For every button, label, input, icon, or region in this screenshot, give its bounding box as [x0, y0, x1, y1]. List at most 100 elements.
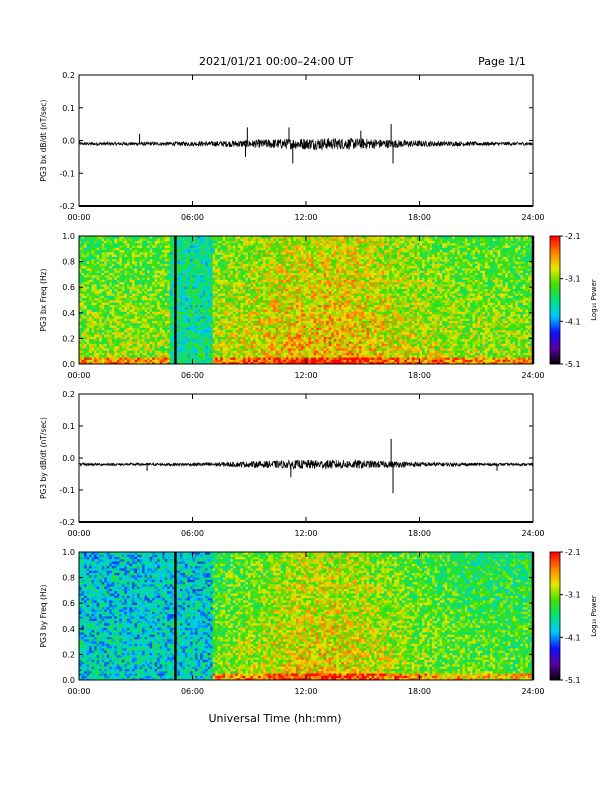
- spectrogram-cell: [137, 268, 140, 271]
- spectrogram-cell: [159, 279, 163, 283]
- spectrogram-cell: [273, 300, 277, 303]
- spectrogram-cell: [300, 350, 304, 353]
- spectrogram-cell: [124, 332, 128, 335]
- spectrogram-cell: [205, 348, 209, 351]
- spectrogram-cell: [273, 338, 277, 342]
- spectrogram-cell: [258, 270, 261, 273]
- spectrogram-cell: [139, 256, 143, 260]
- spectrogram-cell: [225, 247, 229, 251]
- spectrogram-cell: [104, 359, 108, 363]
- spectrogram-cell: [139, 357, 143, 360]
- spectrogram-cell: [79, 245, 82, 248]
- spectrogram-cell: [172, 247, 176, 251]
- spectrogram-cell: [86, 336, 90, 340]
- spectrogram-cell: [217, 240, 221, 244]
- spectrogram-cell: [99, 279, 103, 283]
- spectrogram-cell: [116, 245, 120, 248]
- spectrogram-cell: [222, 290, 226, 294]
- spectrogram-cell: [217, 313, 221, 317]
- spectrogram-cell: [288, 300, 292, 303]
- spectrogram-cell: [91, 240, 95, 244]
- spectrogram-cell: [263, 295, 267, 299]
- spectrogram-cell: [288, 263, 292, 267]
- spectrogram-cell: [162, 261, 166, 264]
- spectrogram-cell: [205, 345, 209, 349]
- spectrogram-cell: [126, 302, 130, 305]
- spectrogram-cell: [159, 286, 163, 289]
- spectrogram-cell: [270, 322, 274, 326]
- spectrogram-cell: [114, 297, 118, 301]
- spectrogram-cell: [187, 279, 191, 283]
- spectrogram-cell: [164, 318, 168, 321]
- spectrogram-cell: [189, 309, 193, 312]
- spectrogram-cell: [86, 288, 90, 292]
- spectrogram-cell: [124, 242, 128, 246]
- spectrogram-cell: [114, 329, 118, 333]
- spectrogram-cell: [79, 318, 82, 321]
- spectrogram-cell: [189, 284, 193, 287]
- spectrogram-cell: [197, 293, 201, 296]
- spectrogram-cell: [263, 316, 267, 319]
- spectrogram-cell: [217, 350, 221, 353]
- spectrogram-cell: [202, 332, 206, 335]
- spectrogram-cell: [104, 300, 108, 303]
- spectrogram-cell: [152, 245, 156, 248]
- spectrogram-cell: [260, 238, 264, 241]
- spectrogram-cell: [212, 247, 216, 251]
- spectrogram-cell: [157, 325, 161, 328]
- spectrogram-cell: [142, 361, 145, 365]
- spectrogram-cell: [298, 316, 302, 319]
- spectrogram-cell: [159, 265, 163, 269]
- spectrogram-cell: [109, 309, 113, 312]
- spectrogram-cell: [126, 274, 130, 278]
- spectrogram-cell: [162, 238, 166, 241]
- spectrogram-cell: [172, 320, 176, 324]
- spectrogram-cell: [217, 343, 221, 347]
- spectrogram-cell: [114, 270, 118, 273]
- spectrogram-cell: [195, 302, 198, 305]
- spectrogram-cell: [149, 338, 153, 342]
- spectrogram-cell: [149, 361, 153, 365]
- spectrogram-cell: [275, 274, 279, 278]
- spectrogram-cell: [81, 290, 85, 294]
- spectrogram-cell: [210, 325, 214, 328]
- spectrogram-cell: [222, 242, 226, 246]
- spectrogram-cell: [293, 332, 297, 335]
- spectrogram-cell: [137, 249, 140, 253]
- spectrogram-cell: [230, 238, 234, 241]
- spectrogram-cell: [162, 258, 166, 262]
- spectrogram-cell: [270, 274, 274, 278]
- spectrogram-cell: [247, 274, 251, 278]
- spectrogram-cell: [268, 290, 272, 294]
- spectrogram-cell: [101, 270, 105, 273]
- spectrogram-cell: [217, 348, 221, 351]
- spectrogram-cell: [205, 249, 209, 253]
- spectrogram-cell: [99, 313, 103, 317]
- spectrogram-cell: [106, 343, 110, 347]
- spectrogram-cell: [162, 286, 166, 289]
- spectrogram-cell: [101, 345, 105, 349]
- spectrogram-cell: [210, 277, 214, 280]
- spectrogram-cell: [172, 252, 176, 255]
- spectrogram-cell: [131, 281, 135, 285]
- spectrogram-cell: [152, 318, 156, 321]
- spectrogram-cell: [179, 274, 183, 278]
- spectrogram-cell: [167, 249, 171, 253]
- spectrogram-cell: [283, 284, 287, 287]
- spectrogram-cell: [202, 252, 206, 255]
- spectrogram-cell: [126, 316, 130, 319]
- spectrogram-cell: [237, 247, 241, 251]
- spectrogram-cell: [210, 327, 214, 331]
- spectrogram-cell: [169, 279, 173, 283]
- spectrogram-cell: [283, 242, 287, 246]
- spectrogram-cell: [220, 274, 224, 278]
- spectrogram-cell: [152, 304, 156, 308]
- spectrogram-cell: [137, 359, 140, 363]
- spectrogram-cell: [124, 247, 128, 251]
- spectrogram-cell: [89, 338, 93, 342]
- spectrogram-cell: [258, 263, 261, 267]
- spectrogram-cell: [106, 284, 110, 287]
- spectrogram-cell: [222, 334, 226, 337]
- spectrogram-cell: [255, 286, 259, 289]
